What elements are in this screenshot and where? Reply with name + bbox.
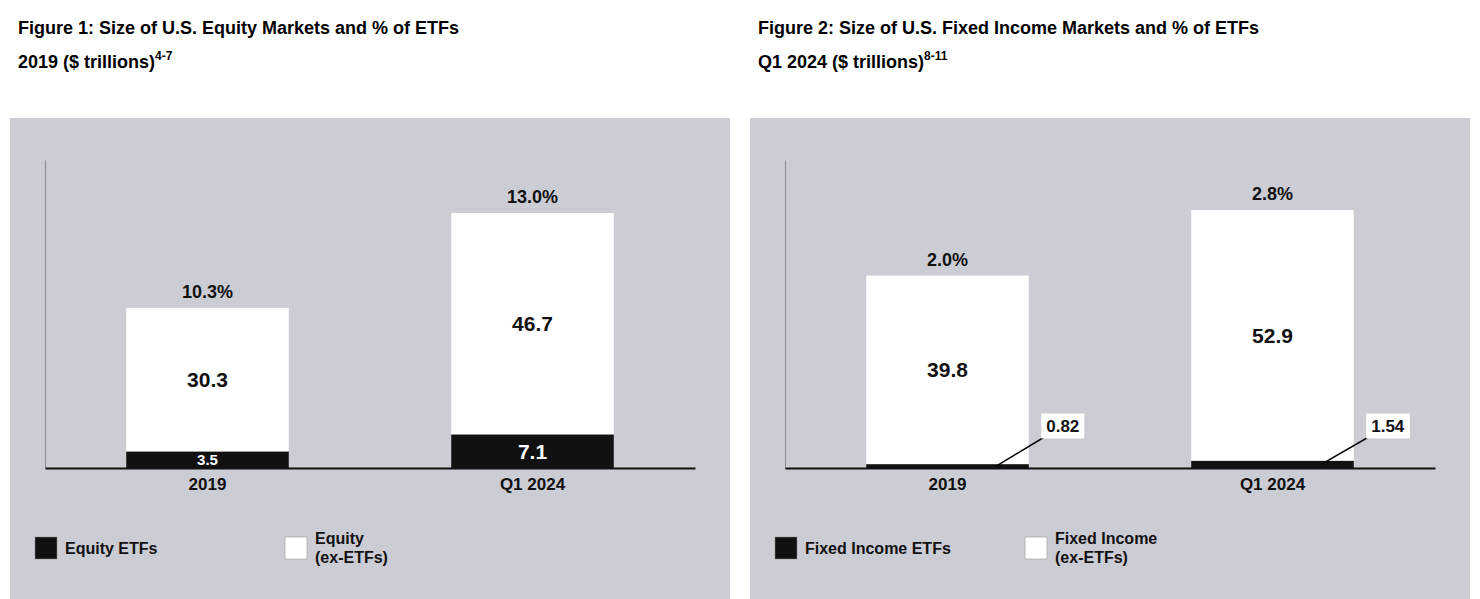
x-axis: 2019 Q1 2024 <box>46 469 696 495</box>
legend-label: Fixed Income ETFs <box>805 540 951 557</box>
annotation: 2.8% <box>1252 184 1293 204</box>
callout-box <box>1366 414 1410 439</box>
legend-label-line: (ex-ETFs) <box>1055 549 1128 566</box>
x-tick: Q1 2024 <box>1240 475 1306 494</box>
legend-swatch <box>1025 537 1047 559</box>
legend-label-line: Equity ETFs <box>65 540 158 557</box>
bar-segment <box>451 213 614 434</box>
data-label-callout: 1.54 <box>1321 414 1410 465</box>
legend-label: Fixed Income (ex-ETFs) <box>1055 530 1157 566</box>
bar-segment <box>1191 461 1354 468</box>
annotation: 2.0% <box>927 250 968 270</box>
bar-segment <box>866 276 1029 465</box>
x-tick-label: Q1 2024 <box>500 475 566 494</box>
labels: 3.5 7.1 30.3 46.7 10.3% 13.0% <box>182 187 558 468</box>
subtitle-text: 2019 ($ trillions) <box>18 52 155 72</box>
bar-segment <box>451 434 614 468</box>
x-tick: 2019 <box>189 475 227 494</box>
x-tick: Q1 2024 <box>500 475 566 494</box>
legend-item: Fixed Income (ex-ETFs) <box>1025 530 1157 566</box>
legend-label-line: Fixed Income ETFs <box>805 540 951 557</box>
legend-item: Equity ETFs <box>35 537 158 559</box>
legend-item: Equity (ex-ETFs) <box>285 530 388 566</box>
panel-background <box>750 118 1470 599</box>
legend-swatch <box>285 537 307 559</box>
bars <box>866 210 1354 468</box>
callout-box <box>1041 414 1084 439</box>
chart-panel: Figure 2: Size of U.S. Fixed Income Mark… <box>750 18 1470 599</box>
legend-item: Fixed Income ETFs <box>775 537 951 559</box>
data-label: 39.8 <box>927 358 968 381</box>
legend-label-line: (ex-ETFs) <box>315 549 388 566</box>
legend-swatch <box>775 537 797 559</box>
chart-title: Figure 1: Size of U.S. Equity Markets an… <box>18 18 459 38</box>
legend-swatch <box>35 537 57 559</box>
legend-label: Equity ETFs <box>65 540 158 557</box>
y-axis <box>45 161 46 469</box>
data-label: 3.5 <box>197 451 218 468</box>
x-tick-label: 2019 <box>189 475 227 494</box>
y-axis-line <box>785 161 786 469</box>
x-axis: 2019 Q1 2024 <box>786 469 1436 495</box>
legend: Fixed Income ETFs Fixed Income (ex-ETFs) <box>775 530 1157 566</box>
data-label: 0.82 <box>1046 417 1079 436</box>
panel-background <box>10 118 730 599</box>
subtitle-text: Q1 2024 ($ trillions) <box>758 52 924 72</box>
bar-segment <box>126 308 289 452</box>
x-tick: 2019 <box>929 475 967 494</box>
data-label: 7.1 <box>518 440 548 463</box>
chart-canvas: Figure 1: Size of U.S. Equity Markets an… <box>0 0 1480 599</box>
bar-segment <box>126 451 289 468</box>
data-label: 30.3 <box>187 368 228 391</box>
x-axis-line <box>786 468 1436 470</box>
legend-label-line: Fixed Income <box>1055 530 1157 547</box>
bar-segment <box>866 464 1029 468</box>
data-label: 52.9 <box>1252 324 1293 347</box>
data-label: 1.54 <box>1371 417 1405 436</box>
chart-panel: Figure 1: Size of U.S. Equity Markets an… <box>10 18 730 599</box>
x-tick-label: Q1 2024 <box>1240 475 1306 494</box>
x-tick-label: 2019 <box>929 475 967 494</box>
annotation: 10.3% <box>182 282 233 302</box>
legend-label: Equity (ex-ETFs) <box>315 530 388 566</box>
y-axis <box>785 161 786 469</box>
subtitle-superscript: 8-11 <box>924 49 948 63</box>
subtitle-superscript: 4-7 <box>155 49 173 63</box>
bar-segment <box>1191 210 1354 461</box>
chart-title: Figure 2: Size of U.S. Fixed Income Mark… <box>758 18 1259 38</box>
chart-subtitle: Q1 2024 ($ trillions)8-11 <box>758 49 948 72</box>
labels: 0.82 1.54 39.8 52.9 2.0% 2.8% <box>927 184 1410 466</box>
annotation: 13.0% <box>507 187 558 207</box>
legend-label-line: Equity <box>315 530 364 547</box>
chart-subtitle: 2019 ($ trillions)4-7 <box>18 49 173 72</box>
y-axis-line <box>45 161 46 469</box>
bars <box>126 213 614 468</box>
data-label: 46.7 <box>512 312 553 335</box>
x-axis-line <box>46 468 696 470</box>
legend: Equity ETFs Equity (ex-ETFs) <box>35 530 388 566</box>
data-label-callout: 0.82 <box>996 414 1084 467</box>
